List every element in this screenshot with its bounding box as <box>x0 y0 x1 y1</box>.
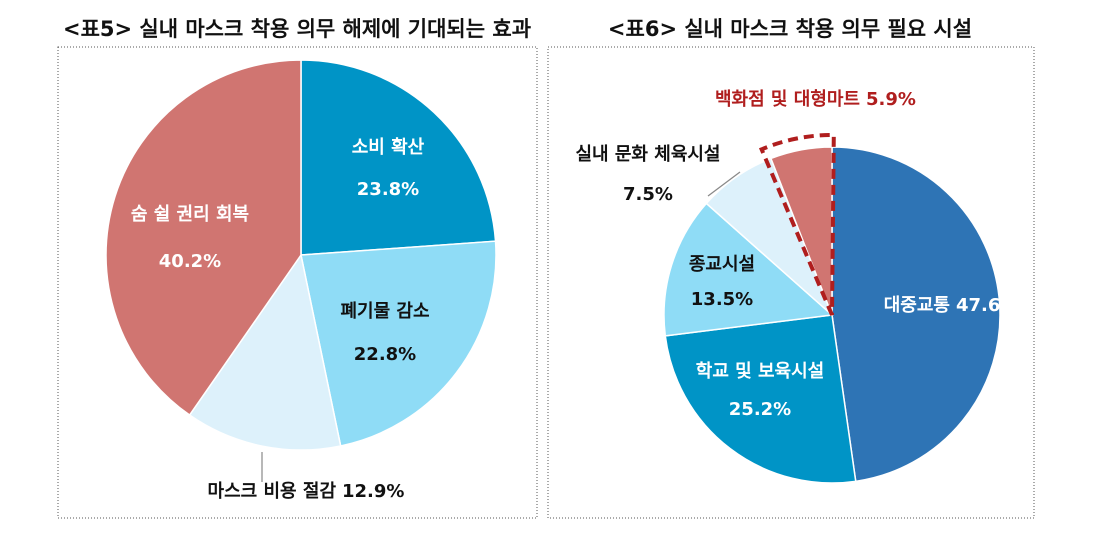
frame <box>547 46 1035 519</box>
value-label: 22.8% <box>354 344 416 365</box>
pie-slice <box>300 240 497 447</box>
slice-label: 실내 문화 체육시설 <box>575 144 720 165</box>
value-label: 12.9% <box>342 481 404 502</box>
leader-line <box>707 171 741 197</box>
pie-slice <box>664 314 857 484</box>
slice-label: 숨 쉴 권리 회복 <box>131 204 249 225</box>
value-label: 13.5% <box>691 289 753 310</box>
chart-title: <표5> 실내 마스크 착용 의무 해제에 기대되는 효과 <box>63 17 531 41</box>
slice-label: 대중교통 <box>884 295 950 316</box>
slice-label: 종교시설 <box>689 254 755 275</box>
pie-slice <box>105 59 302 417</box>
chart-title: <표6> 실내 마스크 착용 의무 필요 시설 <box>608 17 972 41</box>
slice-label: 백화점 및 대형마트 <box>715 89 860 110</box>
highlight-outline <box>758 133 836 316</box>
value-label: 5.9% <box>866 89 916 110</box>
pie-slice <box>769 146 833 316</box>
pie-slice <box>663 202 834 337</box>
slice-label: 마스크 비용 절감 <box>208 481 337 502</box>
frame <box>57 46 538 519</box>
value-label: 47.6% <box>956 295 1018 316</box>
pie-slice <box>300 59 497 256</box>
slice-label: 학교 및 보육시설 <box>696 360 824 382</box>
value-label: 23.8% <box>357 179 419 200</box>
slice-label: 폐기물 감소 <box>340 301 429 322</box>
pie-slice <box>831 146 1001 483</box>
value-label: 40.2% <box>159 251 221 272</box>
value-label: 25.2% <box>729 399 791 420</box>
pie-slice <box>188 253 342 451</box>
value-label: 7.5% <box>623 184 673 205</box>
slice-label: 소비 확산 <box>352 137 425 158</box>
